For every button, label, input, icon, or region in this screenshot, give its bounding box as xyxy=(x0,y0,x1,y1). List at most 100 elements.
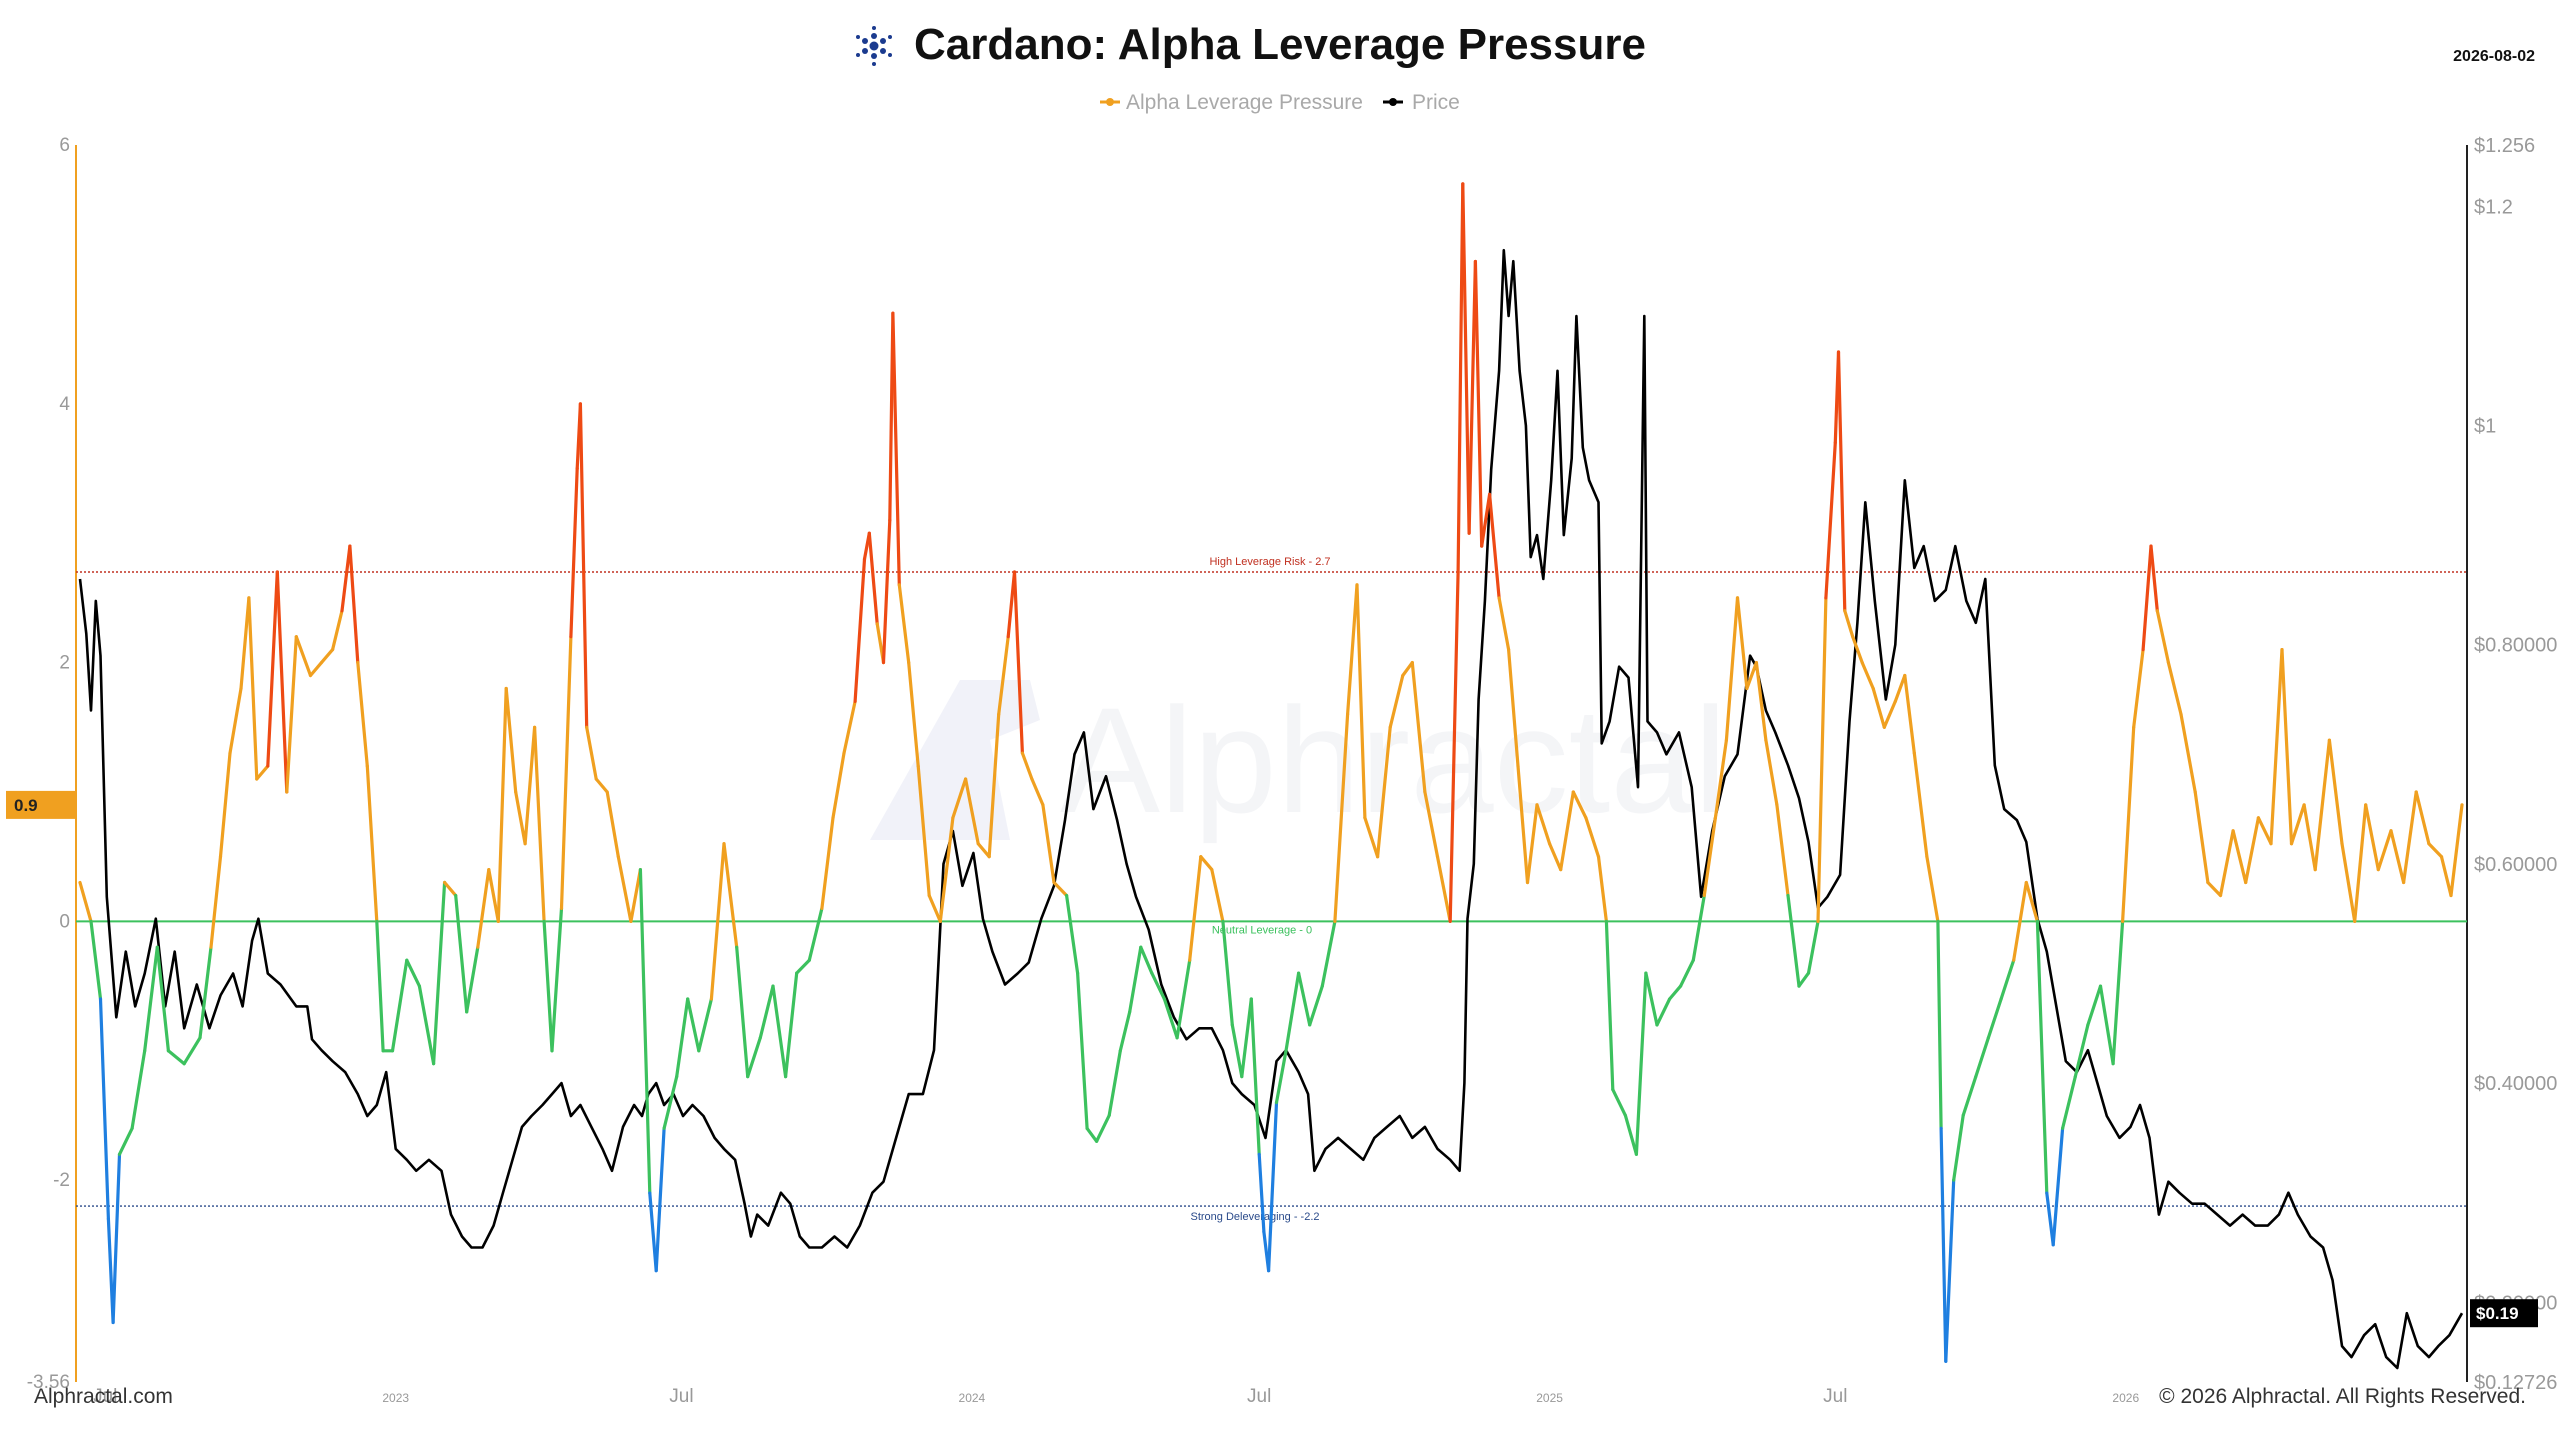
pressure-line-segment xyxy=(308,660,324,678)
pressure-line-segment xyxy=(1525,803,1539,885)
pressure-line-segment xyxy=(820,816,835,911)
pressure-line-segment xyxy=(807,906,824,962)
pressure-line-segment xyxy=(2427,842,2444,859)
pressure-line-segment xyxy=(1851,635,1864,665)
pressure-line-segment xyxy=(987,712,1001,859)
y-right-tick-label: $0.12726 xyxy=(2474,1372,2557,1394)
pressure-line-segment xyxy=(1806,919,1820,975)
pressure-line-segment xyxy=(1939,1126,1948,1363)
pressure-line-segment xyxy=(348,544,360,665)
pressure-line-segment xyxy=(783,971,799,1079)
pressure-line-segment xyxy=(2313,738,2331,872)
cardano-logo-icon xyxy=(856,26,892,66)
x-tick-label: 2026 xyxy=(2112,1391,2139,1405)
pressure-line-segment xyxy=(1118,1010,1132,1053)
pressure-line-segment xyxy=(1974,1036,1991,1079)
pressure-line-segment xyxy=(675,997,690,1079)
pressure-line-segment xyxy=(285,635,298,794)
pressure-line-segment xyxy=(1480,492,1492,548)
pressure-line-segment xyxy=(1175,958,1192,1040)
pressure-line-segment xyxy=(1461,182,1471,535)
pressure-line-segment xyxy=(117,1126,134,1156)
price-last-value-label: $0.19 xyxy=(2476,1304,2519,1323)
pressure-line-segment xyxy=(98,997,111,1221)
legend-item-pressure[interactable]: Alpha Leverage Pressure xyxy=(1100,91,1363,114)
pressure-line-segment xyxy=(1333,712,1350,924)
y-right-tick-label: $0.60000 xyxy=(2474,854,2557,876)
pressure-line-segment xyxy=(585,725,598,781)
pressure-line-segment xyxy=(976,842,991,859)
pressure-line-segment xyxy=(1604,919,1615,1092)
pressure-line-segment xyxy=(465,945,480,1014)
pressure-line-segment xyxy=(1903,673,1916,755)
pressure-line-segment xyxy=(1052,880,1069,898)
pressure-line-segment xyxy=(2244,816,2260,885)
footer-copyright: © 2026 Alphractal. All Rights Reserved. xyxy=(2159,1385,2526,1408)
pressure-line-segment xyxy=(2269,647,2284,846)
legend-item-price[interactable]: Price xyxy=(1383,91,1460,114)
pressure-line-segment xyxy=(1423,790,1440,859)
pressure-line-segment xyxy=(239,596,251,691)
pressure-line-segment xyxy=(319,647,335,665)
pressure-line-segment xyxy=(2155,609,2170,665)
pressure-line-segment xyxy=(735,945,750,1079)
pressure-line-segment xyxy=(1882,699,1897,729)
pressure-line-segment xyxy=(1363,816,1380,859)
pressure-line-segment xyxy=(1107,1049,1122,1118)
pressure-line-segment xyxy=(432,880,447,1066)
pressure-line-segment xyxy=(1401,660,1414,678)
pressure-line-segment xyxy=(881,518,892,665)
y-right-tick-label: $0.80000 xyxy=(2474,635,2557,657)
pressure-line-segment xyxy=(1150,971,1167,1001)
pressure-line-segment xyxy=(1764,738,1779,807)
pressure-line-segment xyxy=(1188,855,1203,962)
pressure-line-segment xyxy=(2141,544,2153,652)
pressure-last-value: 0.9 xyxy=(6,790,76,819)
pressure-line-segment xyxy=(1345,583,1359,716)
pressure-line-segment xyxy=(2206,880,2223,898)
reference-line-label: Neutral Leverage - 0 xyxy=(1212,924,1312,936)
pressure-line-segment xyxy=(853,557,867,704)
pressure-last-value-box xyxy=(6,790,76,819)
header: Cardano: Alpha Leverage Pressure 2026-08… xyxy=(856,20,2535,69)
pressure-line-segment xyxy=(891,311,901,587)
pressure-line-segment xyxy=(1308,984,1324,1027)
pressure-line-segment xyxy=(1456,182,1465,574)
pressure-line-segment xyxy=(2132,647,2145,729)
y-left-tick-label: -3.56 xyxy=(27,1372,70,1393)
pressure-line-segment xyxy=(1249,997,1261,1156)
pressure-line-segment xyxy=(1240,997,1253,1079)
pressure-line-segment xyxy=(758,984,775,1040)
pressure-line-segment xyxy=(1912,751,1929,859)
pressure-line-segment xyxy=(356,660,369,768)
pressure-line-segment xyxy=(340,544,352,613)
pressure-line-segment xyxy=(1871,686,1886,729)
pressure-line-segment xyxy=(1797,971,1811,988)
pressure-line-segment xyxy=(2414,790,2431,846)
pressure-line-segment xyxy=(963,777,980,846)
pressure-line-segment xyxy=(1952,1113,1965,1182)
pressure-line-segment xyxy=(155,945,170,1053)
price-line xyxy=(78,248,2464,1370)
pressure-line-segment xyxy=(2179,712,2197,794)
price-series xyxy=(78,248,2464,1370)
pressure-line-segment xyxy=(2289,803,2306,846)
pressure-line-segment xyxy=(1986,997,2003,1040)
pressure-line-segment xyxy=(331,609,344,652)
pressure-line-segment xyxy=(1724,596,1740,742)
pressure-line-segment xyxy=(1893,673,1907,704)
reference-lines: High Leverage Risk - 2.7 Neutral Leverage… xyxy=(76,556,2467,1223)
pressure-line-segment xyxy=(2149,544,2159,613)
pressure-line-segment xyxy=(1961,1074,1978,1118)
pressure-line-segment xyxy=(2364,803,2380,872)
pressure-line-segment xyxy=(487,867,500,924)
pressure-line-segment xyxy=(1836,350,1847,613)
pressure-series xyxy=(78,182,2464,1363)
pressure-line-segment xyxy=(2402,790,2418,885)
pressure-line-segment xyxy=(771,984,788,1079)
pressure-line-segment xyxy=(1559,790,1575,872)
pressure-line-segment xyxy=(1754,660,1768,742)
pressure-line-segment xyxy=(1644,971,1659,1027)
pressure-line-segment xyxy=(218,751,232,859)
pressure-line-segment xyxy=(2256,816,2273,846)
